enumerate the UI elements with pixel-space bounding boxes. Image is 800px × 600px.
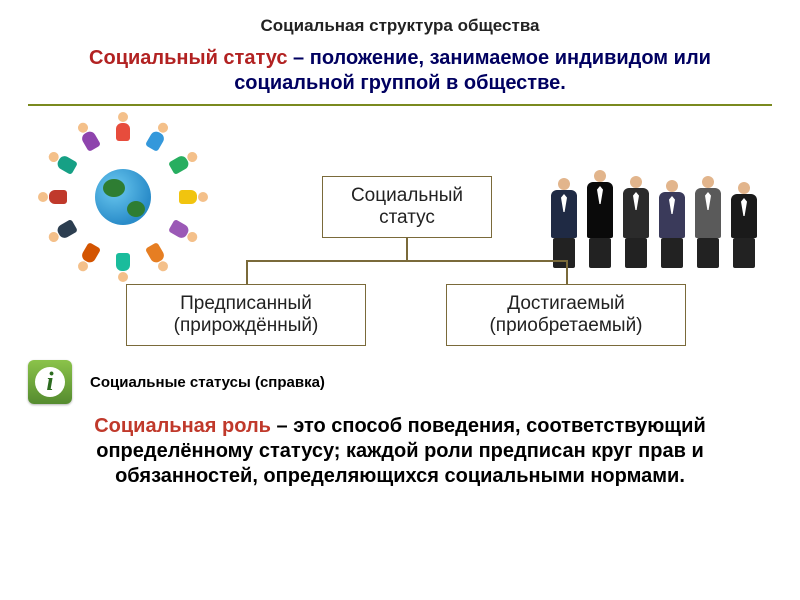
suit-person-icon	[728, 182, 760, 268]
diagram-right-label: Достигаемый(приобретаемый)	[489, 293, 642, 337]
diagram-root-label: Социальныйстатус	[351, 185, 463, 229]
people-circle-icon	[38, 112, 208, 282]
diagram-right-box: Достигаемый(приобретаемый)	[446, 284, 686, 346]
person-icon	[46, 218, 79, 245]
person-icon	[116, 112, 130, 142]
suit-person-icon	[656, 180, 688, 268]
person-icon	[167, 218, 200, 245]
person-icon	[74, 241, 101, 274]
divider-line	[28, 104, 772, 106]
diagram-root-box: Социальныйстатус	[322, 176, 492, 238]
person-icon	[167, 148, 200, 175]
diagram-left-box: Предписанный(прирождённый)	[126, 284, 366, 346]
person-icon	[38, 190, 68, 204]
reference-row: i Социальные статусы (справка)	[28, 360, 772, 404]
person-icon	[144, 120, 171, 153]
person-icon	[144, 241, 171, 274]
reference-label: Социальные статусы (справка)	[90, 374, 325, 391]
business-people-icon	[544, 118, 764, 268]
info-icon[interactable]: i	[28, 360, 72, 404]
role-term: Социальная роль	[94, 415, 271, 437]
person-icon	[46, 148, 79, 175]
diagram-area: Социальныйстатус Предписанный(прирождённ…	[28, 116, 772, 356]
globe-icon	[95, 169, 151, 225]
suit-person-icon	[620, 176, 652, 268]
suit-person-icon	[692, 176, 724, 268]
role-definition: Социальная роль – это способ поведения, …	[28, 414, 772, 489]
connector	[566, 260, 568, 284]
diagram-left-label: Предписанный(прирождённый)	[174, 293, 319, 337]
suit-person-icon	[584, 170, 616, 268]
status-definition: Социальный статус – положение, занимаемо…	[28, 46, 772, 96]
person-icon	[178, 190, 208, 204]
person-icon	[74, 120, 101, 153]
suit-person-icon	[548, 178, 580, 268]
connector	[246, 260, 248, 284]
connector	[406, 238, 408, 260]
connector	[246, 260, 566, 262]
status-term: Социальный статус	[89, 47, 287, 69]
page-title: Социальная структура общества	[28, 16, 772, 36]
status-definition-rest: – положение, занимаемое индивидом или со…	[234, 47, 711, 94]
person-icon	[116, 252, 130, 282]
